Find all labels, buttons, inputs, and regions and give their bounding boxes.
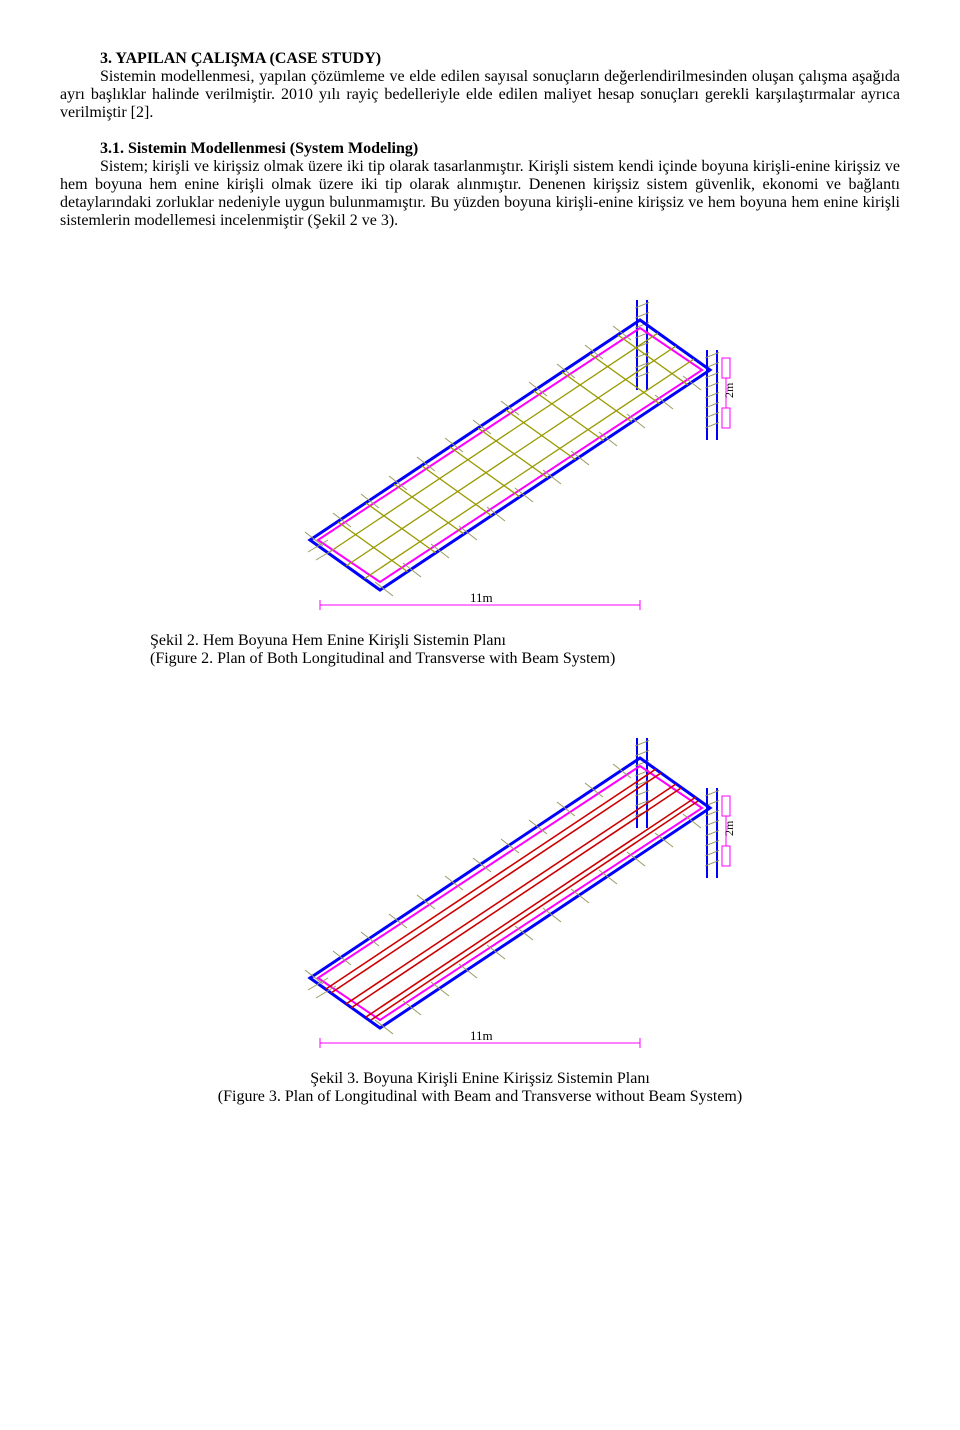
fig3-caption-2: (Figure 3. Plan of Longitudinal with Bea…	[218, 1088, 742, 1105]
fig2-dim-v: 2m	[722, 382, 736, 398]
fig2-caption-2: (Figure 2. Plan of Both Longitudinal and…	[150, 650, 615, 667]
fig3-caption-1: Şekil 3. Boyuna Kirişli Enine Kirişsiz S…	[310, 1070, 650, 1087]
figure-2-caption: Şekil 2. Hem Boyuna Hem Enine Kirişli Si…	[150, 632, 900, 668]
figure-2-svg: 2m	[200, 260, 760, 620]
section-para: Sistemin modellenmesi, yapılan çözümleme…	[60, 68, 900, 122]
fig3-dim-v: 2m	[722, 820, 736, 836]
section-title: 3. YAPILAN ÇALIŞMA (CASE STUDY)	[60, 50, 900, 68]
figure-2: 2m	[60, 260, 900, 620]
longitudinal-beams	[326, 769, 698, 1020]
right-support-3: 2m	[630, 738, 736, 878]
dim-11m-3: 11m	[320, 1028, 640, 1048]
subsection-para: Sistem; kirişli ve kirişsiz olmak üzere …	[60, 158, 900, 230]
dim-11m: 11m	[320, 590, 640, 610]
figure-3-caption: Şekil 3. Boyuna Kirişli Enine Kirişsiz S…	[60, 1070, 900, 1106]
figure-3-svg: 2m	[200, 698, 760, 1058]
right-support: 2m	[630, 300, 736, 440]
fig2-dim-h: 11m	[470, 590, 493, 605]
figure-3: 2m	[60, 698, 900, 1058]
fig2-caption-1: Şekil 2. Hem Boyuna Hem Enine Kirişli Si…	[150, 632, 506, 649]
subsection-title: 3.1. Sistemin Modellenmesi (System Model…	[60, 140, 900, 158]
slab-grid	[328, 333, 694, 579]
fig3-dim-h: 11m	[470, 1028, 493, 1043]
